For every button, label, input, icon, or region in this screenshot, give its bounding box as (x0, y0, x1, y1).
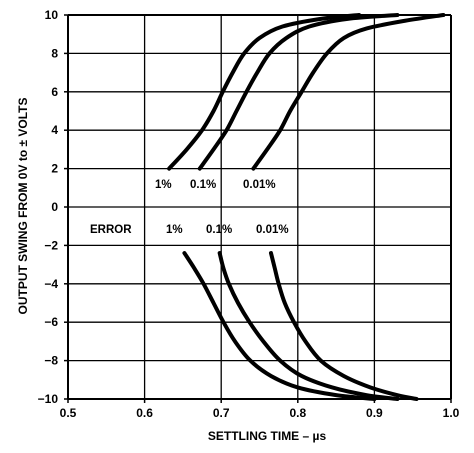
series-line-pos-0.1 (197, 13, 400, 171)
y-tick-label: 6 (51, 85, 58, 99)
series-line-neg-1 (182, 251, 377, 401)
series-line-neg-0.1 (217, 251, 400, 401)
annotation-neg-0.01pct: 0.01% (256, 224, 289, 236)
y-tick-label: 10 (45, 8, 59, 22)
annotation-error: ERROR (90, 224, 132, 236)
series-line-pos-0.01 (251, 13, 446, 171)
series-line-neg-0.01 (268, 251, 419, 401)
y-tick-label: −10 (38, 392, 59, 406)
x-tick-label: 0.7 (213, 406, 230, 420)
y-tick-label: 2 (51, 162, 58, 176)
annotation-pos-0.01pct: 0.01% (243, 179, 276, 191)
x-tick-label: 0.9 (366, 406, 383, 420)
y-tick-label: −2 (44, 238, 58, 252)
y-tick-label: 4 (51, 123, 58, 137)
grid (64, 14, 452, 403)
annotation-neg-1pct: 1% (166, 224, 183, 236)
annotation-pos-1pct: 1% (155, 179, 172, 191)
x-tick-label: 0.6 (136, 406, 153, 420)
tick-labels: 0.5 0.6 0.7 0.8 0.9 1.0 10 8 6 4 2 0 −2 −4 −6 −8 −10 (38, 8, 460, 420)
x-axis-title: SETTLING TIME – µs (208, 429, 327, 443)
x-tick-label: 1.0 (443, 406, 460, 420)
y-tick-label: −8 (44, 354, 58, 368)
x-tick-label: 0.8 (289, 406, 306, 420)
y-tick-label: −4 (44, 277, 58, 291)
annotation-pos-0.1pct: 0.1% (190, 179, 216, 191)
y-tick-label: −6 (44, 315, 58, 329)
series-line-pos-1 (167, 13, 362, 171)
x-tick-label: 0.5 (60, 406, 77, 420)
y-axis-title: OUTPUT SWING FROM 0V to ± VOLTS (16, 97, 30, 314)
y-tick-label: 0 (51, 200, 58, 214)
series-curves (167, 13, 446, 401)
annotation-neg-0.1pct: 0.1% (206, 224, 232, 236)
y-tick-label: 8 (51, 46, 58, 60)
